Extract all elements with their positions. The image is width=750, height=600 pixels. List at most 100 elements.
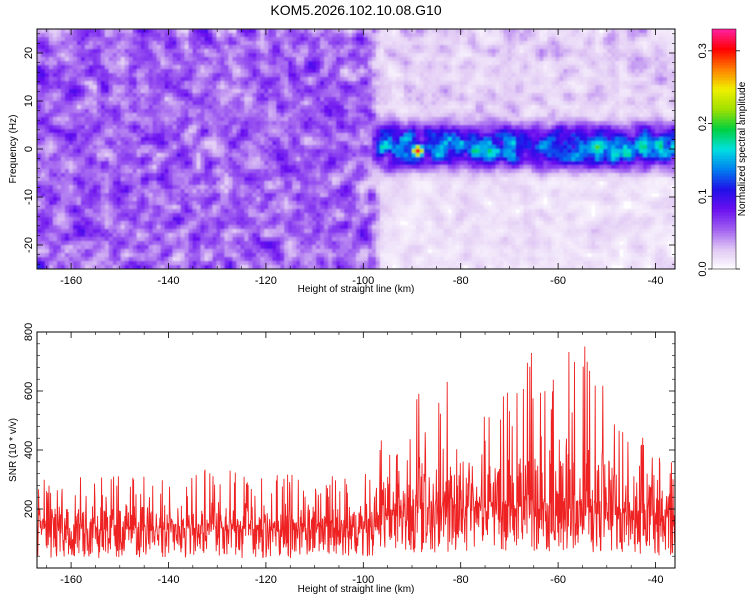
- heatmap-cell: [328, 129, 333, 134]
- heatmap-cell: [256, 73, 261, 78]
- heatmap-cell: [535, 45, 540, 50]
- heatmap-cell: [371, 45, 377, 50]
- heatmap-cell: [40, 53, 46, 58]
- heatmap-cell: [284, 77, 289, 82]
- heatmap-cell: [451, 149, 457, 154]
- heatmap-cell: [399, 29, 405, 34]
- heatmap-cell: [543, 77, 548, 82]
- heatmap-cell: [371, 149, 377, 154]
- heatmap-cell: [328, 101, 333, 106]
- heatmap-cell: [639, 37, 644, 42]
- heatmap-cell: [144, 57, 150, 62]
- heatmap-cell: [587, 61, 592, 66]
- heatmap-cell: [88, 81, 94, 86]
- heatmap-cell: [60, 45, 66, 50]
- heatmap-cell: [423, 109, 429, 114]
- heatmap-cell: [48, 57, 54, 62]
- heatmap-cell: [332, 29, 337, 34]
- heatmap-cell: [72, 33, 78, 38]
- heatmap-cell: [68, 117, 74, 122]
- heatmap-cell: [280, 117, 285, 122]
- heatmap-cell: [507, 65, 512, 70]
- heatmap-cell: [499, 81, 504, 86]
- heatmap-cell: [475, 137, 481, 142]
- heatmap-cell: [152, 73, 158, 78]
- heatmap-cell: [172, 145, 177, 150]
- heatmap-cell: [499, 145, 504, 150]
- heatmap-cell: [80, 149, 86, 154]
- heatmap-cell: [56, 41, 62, 46]
- heatmap-cell: [403, 29, 409, 34]
- heatmap-cell: [84, 33, 90, 38]
- heatmap-cell: [312, 121, 317, 126]
- heatmap-cell: [531, 73, 536, 78]
- heatmap-cell: [288, 137, 293, 142]
- heatmap-cell: [72, 153, 78, 158]
- heatmap-cell: [387, 109, 393, 114]
- heatmap-cell: [643, 37, 648, 42]
- heatmap-cell: [391, 81, 397, 86]
- heatmap-cell: [208, 133, 213, 138]
- heatmap-cell: [595, 89, 600, 94]
- heatmap-cell: [336, 33, 341, 38]
- heatmap-cell: [523, 149, 528, 154]
- heatmap-cell: [507, 73, 512, 78]
- heatmap-cell: [296, 49, 301, 54]
- heatmap-cell: [551, 41, 556, 46]
- heatmap-cell: [280, 33, 285, 38]
- heatmap-cell: [340, 145, 345, 150]
- heatmap-cell: [104, 81, 110, 86]
- heatmap-cell: [619, 133, 624, 138]
- heatmap-cell: [519, 109, 524, 114]
- heatmap-cell: [60, 129, 66, 134]
- heatmap-cell: [447, 73, 453, 78]
- heatmap-cell: [340, 109, 345, 114]
- heatmap-cell: [555, 101, 560, 106]
- heatmap-cell: [328, 61, 333, 66]
- heatmap-cell: [308, 81, 313, 86]
- heatmap-cell: [64, 153, 70, 158]
- heatmap-cell: [535, 77, 540, 82]
- heatmap-cell: [152, 109, 158, 114]
- heatmap-cell: [599, 109, 604, 114]
- heatmap-cell: [547, 53, 552, 58]
- heatmap-cell: [240, 93, 245, 98]
- heatmap-cell: [324, 81, 329, 86]
- heatmap-cell: [228, 69, 233, 74]
- heatmap-cell: [611, 69, 616, 74]
- heatmap-cell: [140, 41, 146, 46]
- heatmap-cell: [208, 33, 213, 38]
- heatmap-cell: [52, 145, 58, 150]
- heatmap-cell: [407, 73, 413, 78]
- heatmap-cell: [88, 97, 94, 102]
- heatmap-cell: [387, 29, 393, 34]
- heatmap-cell: [483, 77, 488, 82]
- heatmap-cell: [475, 129, 481, 134]
- heatmap-cell: [256, 65, 261, 70]
- heatmap-cell: [475, 117, 481, 122]
- heatmap-cell: [128, 89, 134, 94]
- heatmap-cell: [192, 69, 197, 74]
- heatmap-cell: [128, 49, 134, 54]
- heatmap-cell: [459, 73, 465, 78]
- heatmap-cell: [499, 101, 504, 106]
- heatmap-cell: [144, 121, 150, 126]
- heatmap-cell: [192, 129, 197, 134]
- heatmap-cell: [587, 77, 592, 82]
- heatmap-cell: [280, 125, 285, 130]
- heatmap-cell: [531, 121, 536, 126]
- heatmap-cell: [527, 33, 532, 38]
- heatmap-cell: [172, 117, 177, 122]
- heatmap-cell: [37, 81, 42, 86]
- heatmap-cell: [631, 77, 636, 82]
- heatmap-cell: [264, 89, 269, 94]
- heatmap-cell: [599, 141, 604, 146]
- heatmap-cell: [559, 121, 564, 126]
- heatmap-cell: [232, 141, 237, 146]
- heatmap-cell: [112, 57, 118, 62]
- heatmap-cell: [463, 117, 469, 122]
- heatmap-cell: [120, 37, 126, 42]
- heatmap-cell: [72, 109, 78, 114]
- heatmap-cell: [507, 125, 512, 130]
- heatmap-cell: [479, 97, 484, 102]
